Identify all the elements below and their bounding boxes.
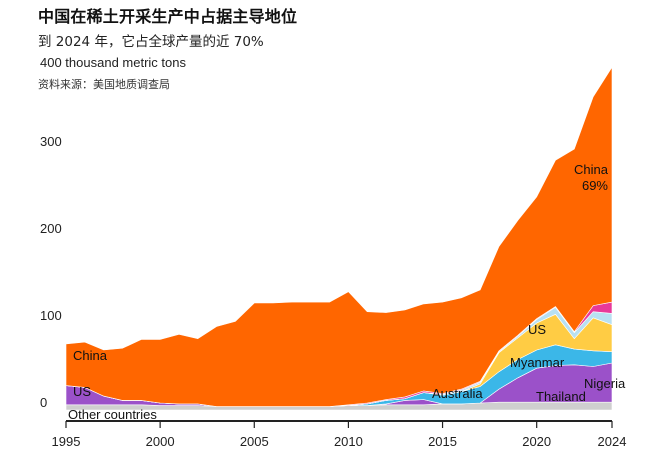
- label-myanmar: Myanmar: [510, 355, 565, 370]
- chart-title: 中国在稀土开采生产中占据主导地位: [38, 7, 298, 26]
- x-tick-label: 2015: [428, 434, 457, 449]
- chart-subtitle: 到 2024 年，它占全球产量的近 70%: [38, 34, 264, 50]
- x-tick-label: 2000: [146, 434, 175, 449]
- label-other-countries: Other countries: [68, 407, 157, 422]
- series-labels: China 69% China US US Myanmar Australia …: [40, 55, 626, 422]
- y-tick-label: 0: [40, 395, 47, 410]
- chart-source: 资料来源：美国地质调查局: [38, 78, 170, 91]
- label-china-share: 69%: [582, 178, 608, 193]
- label-us-right: US: [528, 322, 546, 337]
- y-tick-label: 100: [40, 308, 62, 323]
- y-tick-label: 200: [40, 221, 62, 236]
- label-australia: Australia: [432, 386, 483, 401]
- label-china-top: China: [574, 162, 609, 177]
- y-axis-unit-label: 400 thousand metric tons: [40, 55, 186, 70]
- x-tick-label: 2010: [334, 434, 363, 449]
- area-layers: [65, 66, 613, 411]
- axes: 0 100 200 300 1995 2000 2005 2010 2015 2020 2024: [40, 134, 626, 449]
- label-nigeria: Nigeria: [584, 376, 626, 391]
- x-tick-label: 2005: [240, 434, 269, 449]
- x-tick-label: 2024: [598, 434, 627, 449]
- area-china: [65, 66, 613, 407]
- label-thailand: Thailand: [536, 389, 586, 404]
- x-tick-label: 2020: [522, 434, 551, 449]
- x-tick-label: 1995: [52, 434, 81, 449]
- y-tick-label: 300: [40, 134, 62, 149]
- label-us-left: US: [73, 384, 91, 399]
- x-axis-ticks: 1995 2000 2005 2010 2015 2020 2024: [52, 421, 627, 449]
- y-axis-ticks: 0 100 200 300: [40, 134, 62, 410]
- label-china-left: China: [73, 348, 108, 363]
